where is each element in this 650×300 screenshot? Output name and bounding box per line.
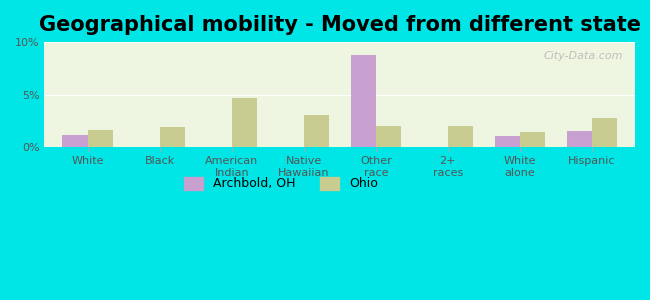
Title: Geographical mobility - Moved from different state: Geographical mobility - Moved from diffe… <box>39 15 641 35</box>
Bar <box>495 136 520 147</box>
Bar <box>160 127 185 147</box>
Bar <box>520 132 545 147</box>
Bar <box>88 130 113 147</box>
Bar <box>376 126 401 147</box>
Bar <box>304 115 329 147</box>
Text: City-Data.com: City-Data.com <box>543 50 623 61</box>
Bar <box>448 126 473 147</box>
Bar <box>567 131 592 147</box>
Bar <box>231 98 257 147</box>
Bar <box>592 118 617 147</box>
Bar <box>350 55 376 147</box>
Legend: Archbold, OH, Ohio: Archbold, OH, Ohio <box>179 172 383 196</box>
Bar <box>62 134 88 147</box>
